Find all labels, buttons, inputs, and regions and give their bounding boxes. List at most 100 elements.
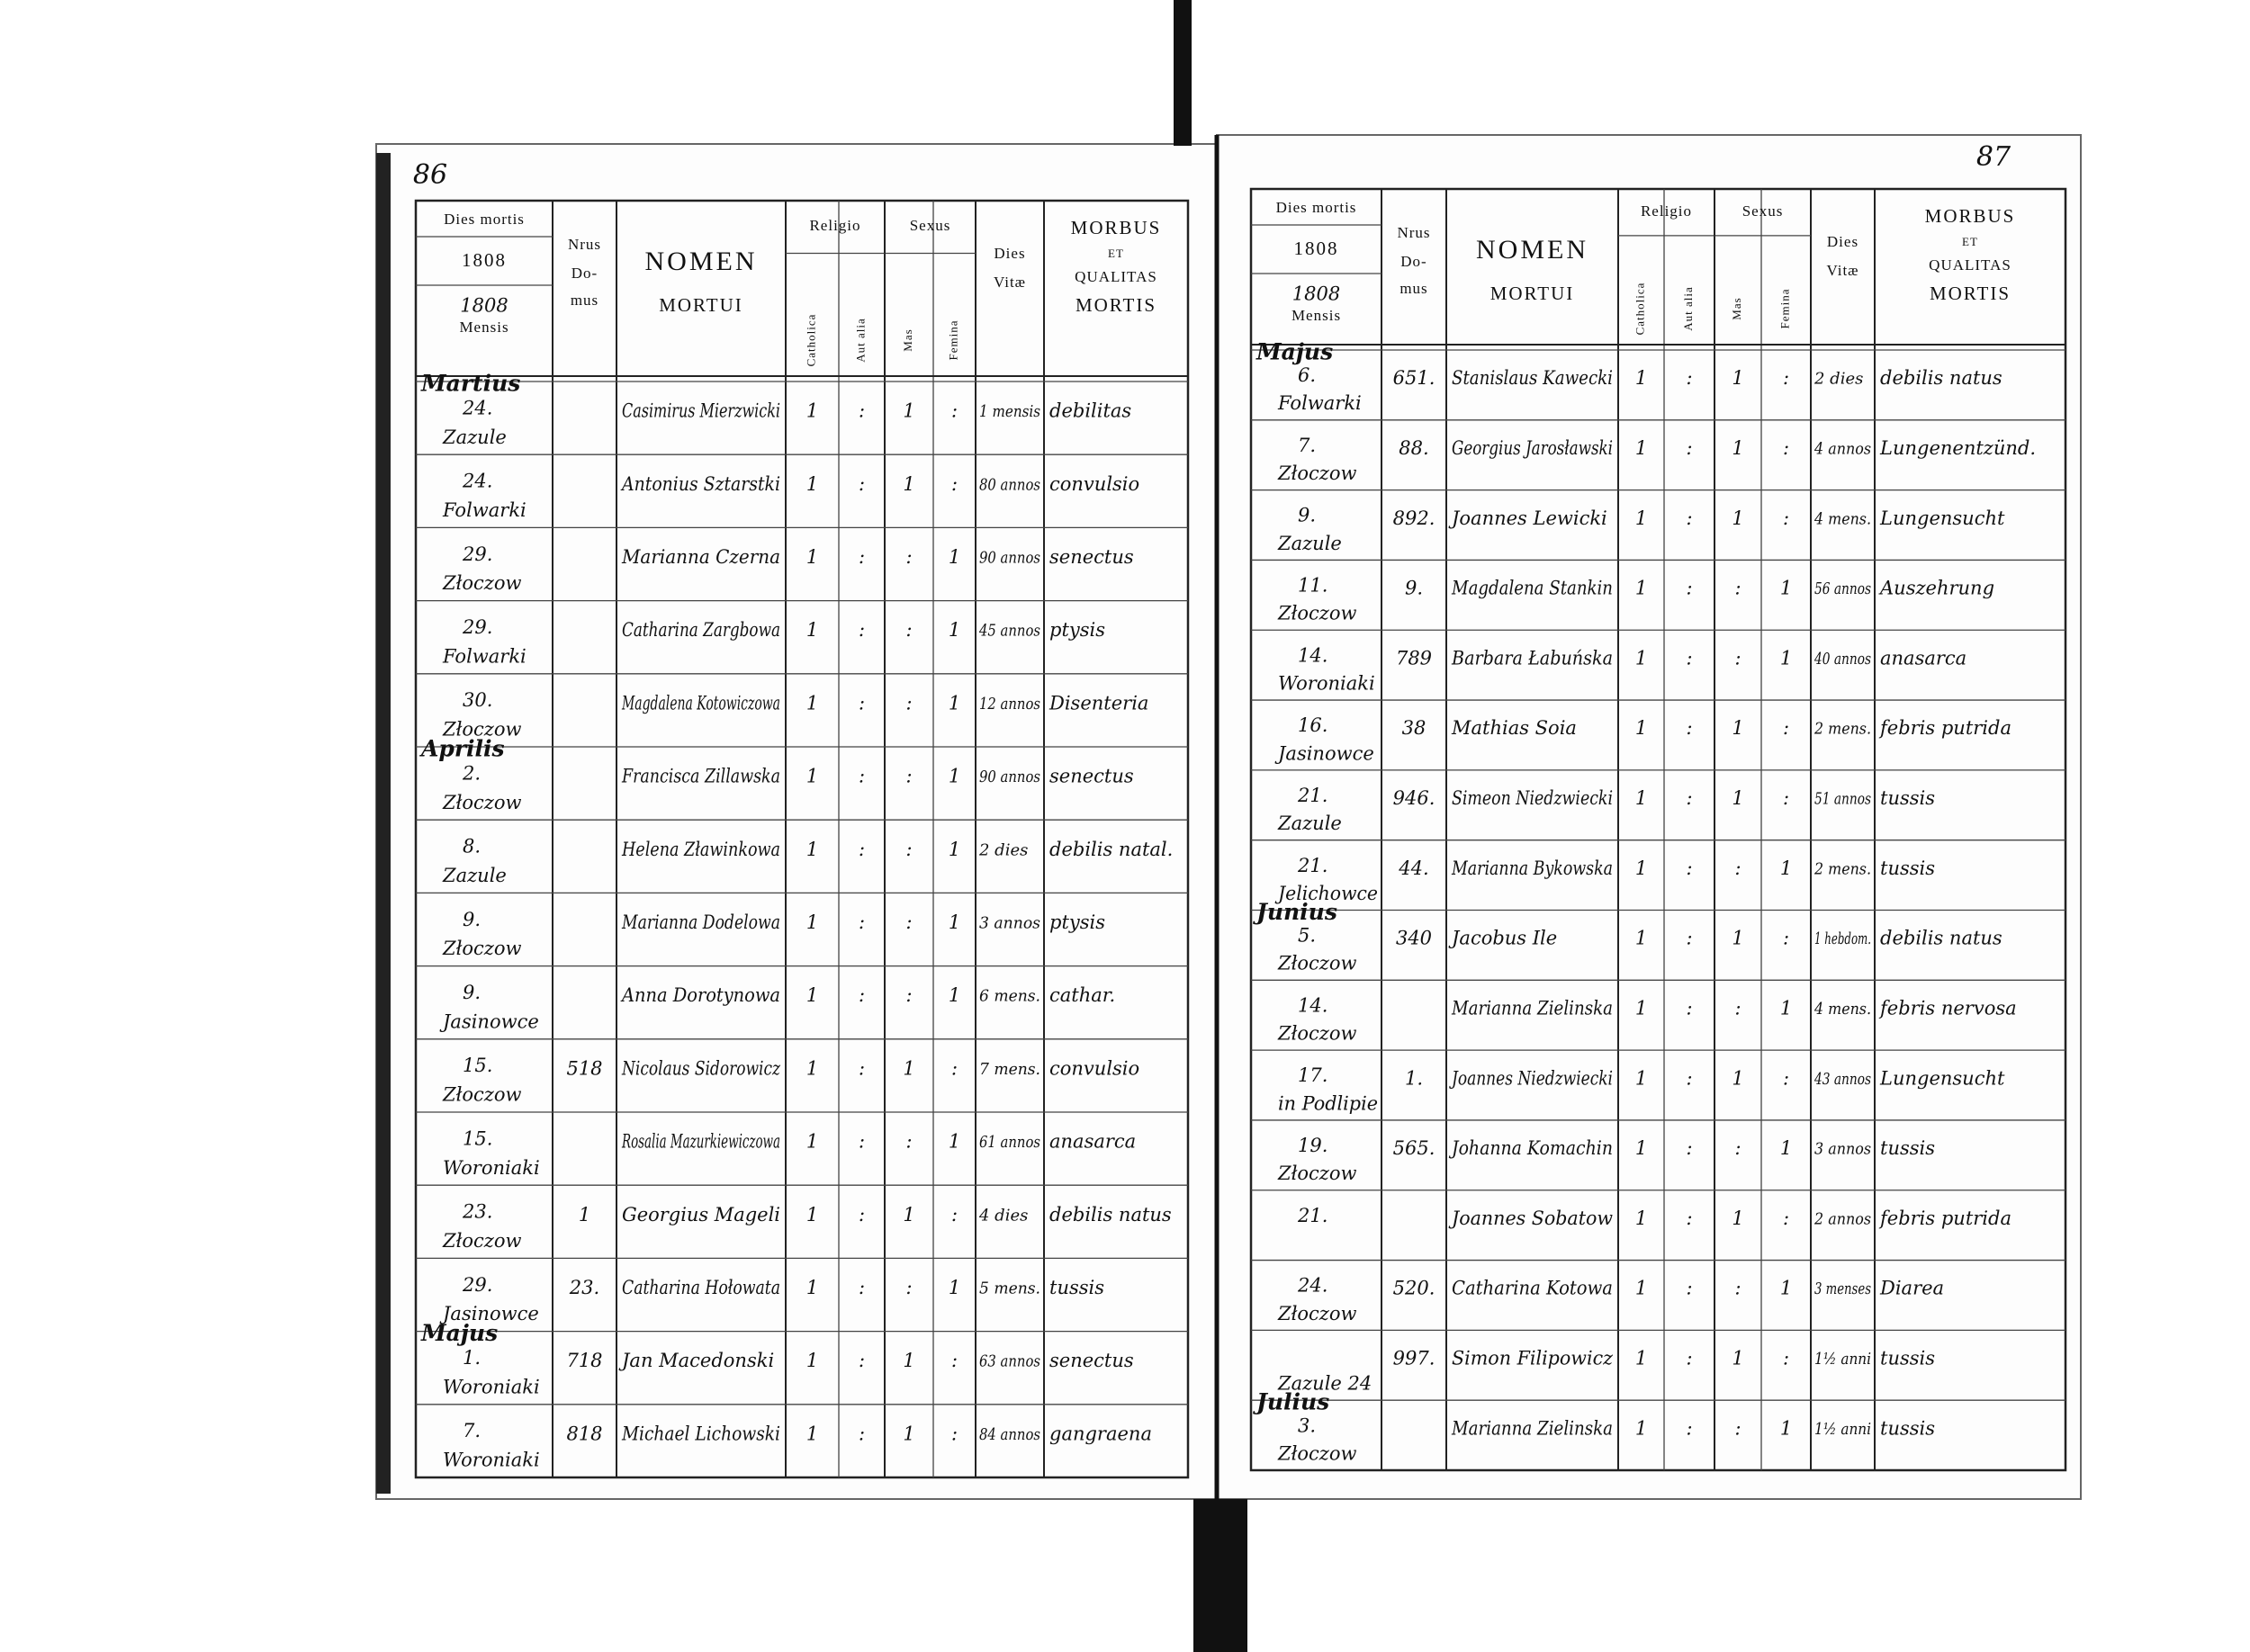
month: Martius — [420, 371, 520, 397]
day: 21. — [1297, 1205, 1328, 1226]
morbus: febris putrida — [1878, 1208, 2012, 1229]
femina: : — [1783, 928, 1789, 949]
domus-number: 1 — [579, 1204, 590, 1226]
dies-vitae: 12 annos — [979, 695, 1040, 714]
mas: 1 — [1732, 787, 1743, 809]
header-domus: mus — [571, 292, 598, 309]
header-qualitas: QUALITAS — [1929, 256, 2012, 274]
dies-vitae: 61 annos — [979, 1133, 1040, 1152]
femina: 1 — [949, 839, 960, 860]
dies-vitae: 2 dies — [978, 840, 1028, 859]
day: 15. — [463, 1127, 492, 1149]
catholica: 1 — [806, 1423, 818, 1444]
name: Helena Zławinkowa — [621, 839, 780, 860]
dies-vitae: 4 mens. — [1814, 509, 1871, 528]
aut-alia: : — [1686, 928, 1692, 949]
header-femina: Femina — [1778, 289, 1791, 329]
header-femina: Femina — [946, 320, 959, 361]
morbus: tussis — [1880, 787, 1935, 809]
catholica: 1 — [1635, 1278, 1647, 1299]
dies-vitae: 1½ anni — [1814, 1350, 1871, 1369]
aut-alia: : — [859, 1057, 865, 1079]
header-dies-mortis: Dies mortis — [1276, 199, 1357, 216]
name: Anna Dorotynowa — [620, 984, 780, 1006]
page-number: 87 — [1976, 141, 2012, 173]
domus-number: 818 — [566, 1423, 602, 1444]
header-nomen: NOMEN — [1476, 235, 1588, 265]
aut-alia: : — [1686, 1417, 1692, 1439]
place: Woroniaki — [443, 1376, 540, 1397]
aut-alia: : — [1686, 1278, 1692, 1299]
catholica: 1 — [1635, 857, 1647, 879]
catholica: 1 — [806, 473, 818, 495]
table-frame — [1249, 187, 2067, 1472]
morbus: ptysis — [1049, 911, 1105, 933]
name: Casimirus Mierzwicki — [622, 400, 780, 422]
day: 9. — [1298, 505, 1316, 526]
header-mortis: MORTIS — [1076, 294, 1156, 316]
header-nomen: NOMEN — [645, 247, 758, 276]
catholica: 1 — [1635, 997, 1647, 1019]
name: Simeon Niedzwiecki — [1452, 787, 1613, 809]
header-religio: Religio — [809, 217, 860, 234]
aut-alia: : — [1686, 717, 1692, 739]
femina: : — [1783, 437, 1789, 459]
dies-vitae: 6 mens. — [979, 987, 1040, 1006]
day: 19. — [1298, 1135, 1328, 1156]
header-morbus: MORBUS — [1925, 205, 2016, 227]
catholica: 1 — [1635, 1137, 1647, 1159]
day: 29. — [462, 1274, 492, 1296]
femina: : — [951, 400, 958, 422]
mas: 1 — [903, 1350, 914, 1371]
catholica: 1 — [1635, 367, 1647, 389]
day: 1. — [463, 1347, 481, 1369]
spine-bottom — [1193, 1499, 1247, 1652]
morbus: anasarca — [1880, 647, 1966, 669]
dies-vitae: 4 annos — [1814, 439, 1871, 458]
dies-vitae: 84 annos — [979, 1425, 1040, 1444]
aut-alia: : — [1686, 1137, 1692, 1159]
day: 7. — [1298, 435, 1316, 456]
day: 3. — [1298, 1414, 1316, 1436]
dies-vitae: 2 annos — [1814, 1209, 1871, 1228]
month: Aprilis — [419, 736, 505, 762]
femina: : — [951, 1423, 958, 1444]
morbus: tussis — [1880, 1417, 1935, 1439]
left-page — [375, 143, 1232, 1500]
header-dies: Dies — [1827, 233, 1858, 250]
place: Jelichowce — [1274, 883, 1378, 904]
femina: : — [951, 1057, 958, 1079]
catholica: 1 — [1635, 578, 1647, 599]
domus-number: 651. — [1393, 367, 1436, 389]
day: 6. — [1298, 364, 1316, 386]
domus-number: 518 — [566, 1057, 602, 1079]
name: Michael Lichowski — [621, 1423, 780, 1444]
place: Złoczow — [1277, 1442, 1357, 1464]
day: 24. — [1297, 1275, 1328, 1297]
morbus: Auszehrung — [1878, 578, 1994, 599]
dies-vitae: 90 annos — [979, 768, 1040, 786]
morbus: tussis — [1880, 857, 1935, 879]
name: Georgius Mageli — [622, 1204, 780, 1226]
morbus: anasarca — [1049, 1131, 1136, 1153]
place: Złoczow — [1277, 1163, 1357, 1184]
place: Zazule — [1277, 533, 1342, 554]
month: Junius — [1253, 899, 1337, 925]
header-nrus: Nrus — [1397, 224, 1430, 241]
morbus: Lungenentzünd. — [1879, 437, 2036, 459]
aut-alia: : — [1686, 997, 1692, 1019]
domus-number: 718 — [566, 1350, 602, 1371]
catholica: 1 — [806, 400, 818, 422]
header-aut-alia: Aut alia — [1681, 286, 1695, 331]
aut-alia: : — [1686, 507, 1692, 529]
day: 5. — [1298, 925, 1316, 947]
aut-alia: : — [859, 1204, 865, 1226]
header-morbus: MORBUS — [1071, 217, 1162, 238]
femina: 1 — [949, 1131, 960, 1153]
header-sexus: Sexus — [1742, 202, 1784, 220]
mas: : — [1734, 578, 1741, 599]
header-mas: Mas — [901, 328, 914, 351]
femina: : — [951, 1350, 958, 1371]
month: Julius — [1253, 1389, 1329, 1415]
